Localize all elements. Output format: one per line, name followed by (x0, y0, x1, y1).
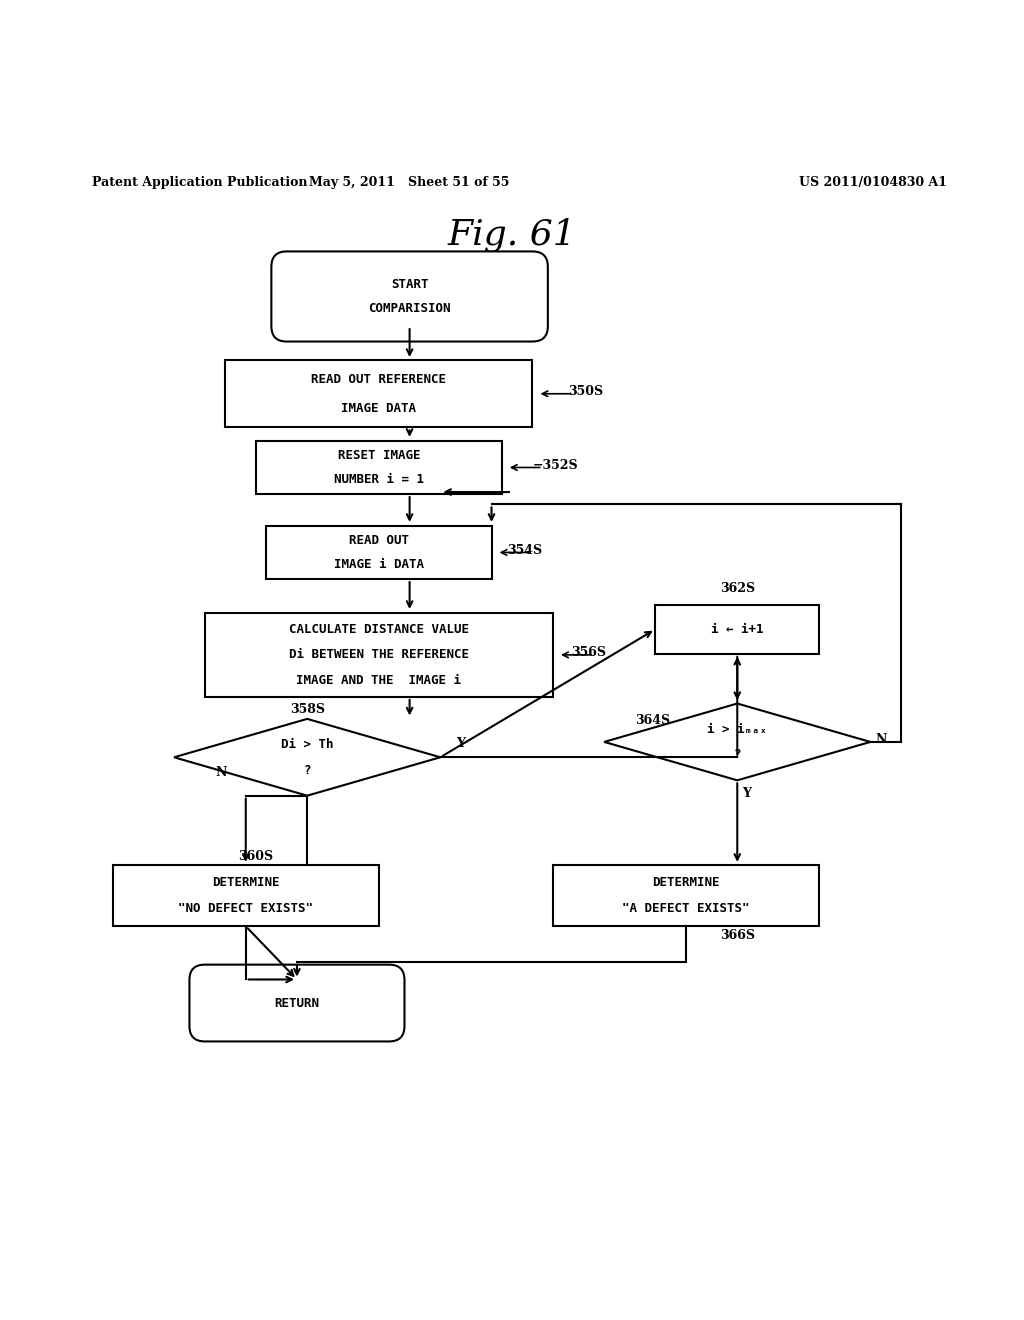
Text: ?: ? (733, 748, 741, 762)
Text: 358S: 358S (290, 704, 325, 717)
Text: Di > Th: Di > Th (281, 738, 334, 751)
Bar (113, 865, 379, 927)
Text: IMAGE DATA: IMAGE DATA (341, 401, 417, 414)
Bar (266, 525, 492, 579)
Text: 360S: 360S (239, 850, 273, 863)
Text: N: N (215, 766, 226, 779)
Text: "NO DEFECT EXISTS": "NO DEFECT EXISTS" (178, 903, 313, 915)
Text: N: N (876, 734, 887, 746)
FancyBboxPatch shape (189, 965, 404, 1041)
Text: 366S: 366S (720, 929, 755, 942)
Bar (256, 441, 502, 494)
Text: CALCULATE DISTANCE VALUE: CALCULATE DISTANCE VALUE (289, 623, 469, 636)
Text: Y: Y (456, 737, 465, 750)
Text: US 2011/0104830 A1: US 2011/0104830 A1 (799, 177, 947, 189)
Text: COMPARISION: COMPARISION (369, 302, 451, 315)
Bar (553, 865, 819, 927)
Text: Patent Application Publication: Patent Application Publication (92, 177, 307, 189)
Text: "A DEFECT EXISTS": "A DEFECT EXISTS" (623, 903, 750, 915)
Text: ?: ? (303, 763, 311, 776)
FancyBboxPatch shape (271, 251, 548, 342)
Text: −352S: −352S (532, 459, 579, 473)
Text: IMAGE AND THE  IMAGE i: IMAGE AND THE IMAGE i (296, 673, 462, 686)
Text: 356S: 356S (571, 647, 606, 659)
Text: DETERMINE: DETERMINE (212, 875, 280, 888)
Polygon shape (174, 719, 440, 796)
Text: May 5, 2011   Sheet 51 of 55: May 5, 2011 Sheet 51 of 55 (309, 177, 510, 189)
Text: READ OUT REFERENCE: READ OUT REFERENCE (311, 372, 446, 385)
Text: DETERMINE: DETERMINE (652, 875, 720, 888)
Text: RESET IMAGE: RESET IMAGE (338, 449, 420, 462)
Text: Di BETWEEN THE REFERENCE: Di BETWEEN THE REFERENCE (289, 648, 469, 661)
Bar (225, 360, 532, 428)
Text: RETURN: RETURN (274, 997, 319, 1010)
Polygon shape (604, 704, 870, 780)
Text: Y: Y (742, 787, 752, 800)
Text: Fig. 61: Fig. 61 (447, 218, 577, 252)
Text: 354S: 354S (507, 544, 542, 557)
Text: START: START (391, 279, 428, 292)
Text: 362S: 362S (720, 582, 755, 595)
Text: NUMBER i = 1: NUMBER i = 1 (334, 473, 424, 486)
Text: IMAGE i DATA: IMAGE i DATA (334, 557, 424, 570)
Bar (655, 605, 819, 653)
Text: 364S: 364S (635, 714, 670, 726)
Text: i > iₘₐₓ: i > iₘₐₓ (708, 722, 767, 735)
Bar (205, 612, 553, 697)
Text: READ OUT: READ OUT (349, 535, 409, 548)
Text: 350S: 350S (568, 385, 603, 399)
Text: i ← i+1: i ← i+1 (711, 623, 764, 636)
